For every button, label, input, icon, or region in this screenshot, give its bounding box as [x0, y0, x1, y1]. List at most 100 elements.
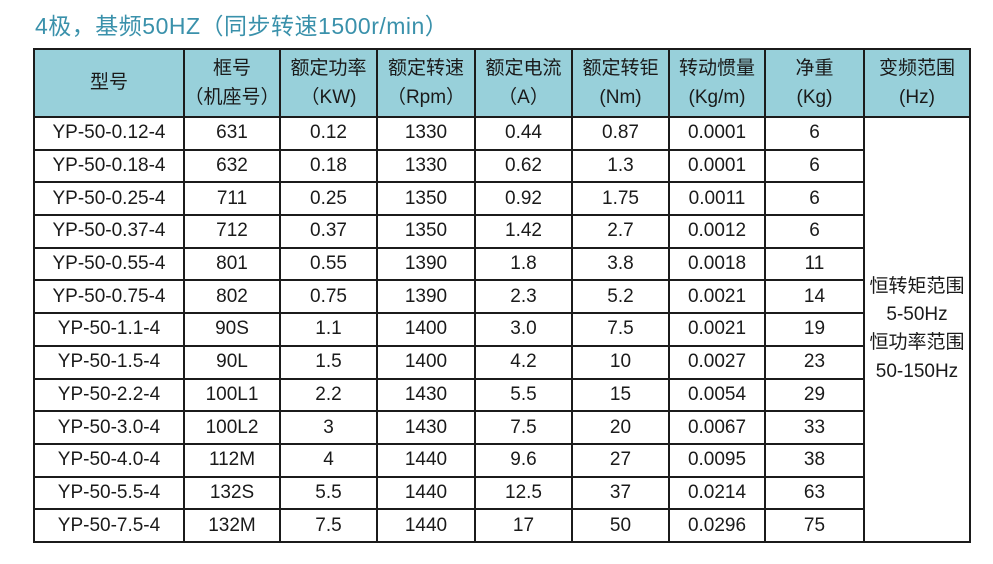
table-cell: 1400: [376, 344, 476, 380]
table-cell: YP-50-1.5-4: [33, 344, 185, 380]
table-cell: 1430: [376, 410, 476, 445]
table-cell: 1330: [376, 148, 476, 184]
table-cell: 0.18: [279, 148, 378, 184]
header-label: 变频范围: [878, 57, 955, 79]
freq-range-line: 恒转矩范围: [869, 276, 965, 298]
header-cell-freq-range: 变频范围 (Hz): [863, 48, 971, 118]
table-row: YP-50-7.5-4 132M 7.5 1440 17 50 0.0296 75: [33, 508, 970, 543]
table-cell: 1330: [376, 116, 476, 151]
table-cell: 4.2: [474, 344, 573, 380]
table-row: YP-50-0.37-4 712 0.37 1350 1.42 2.7 0.0012 6: [33, 214, 970, 249]
table-cell: 7.5: [474, 410, 573, 445]
table-cell: 29: [764, 377, 865, 413]
table-cell: 1.1: [279, 312, 378, 347]
table-cell: 15: [571, 377, 670, 413]
table-cell: 1.42: [474, 214, 573, 249]
table-cell: 100L1: [183, 377, 281, 413]
table-cell: 0.0067: [668, 410, 766, 445]
header-unit: (Kg/m): [688, 87, 746, 108]
header-cell-net-weight: 净重 (Kg): [764, 48, 865, 118]
header-unit: （KW): [300, 87, 357, 108]
table-cell: YP-50-4.0-4: [33, 442, 185, 478]
header-label: 型号: [89, 72, 128, 94]
header-unit: (Nm): [599, 87, 642, 108]
table-cell: 6: [764, 214, 865, 249]
table-cell: 0.44: [474, 116, 573, 151]
table-cell: 632: [183, 148, 281, 184]
table-row: YP-50-3.0-4 100L2 3 1430 7.5 20 0.0067 33: [33, 410, 970, 445]
table-cell: 20: [571, 410, 670, 445]
table-body: YP-50-0.12-4 631 0.12 1330 0.44 0.87 0.0001 6 恒转…: [33, 116, 971, 543]
table-cell: 801: [183, 246, 281, 282]
table-cell: 6: [764, 148, 865, 184]
table-cell: YP-50-3.0-4: [33, 410, 185, 445]
table-cell: YP-50-2.2-4: [33, 377, 185, 413]
header-label: 净重: [795, 57, 834, 79]
table-cell: YP-50-0.25-4: [33, 181, 185, 217]
table-cell: 33: [764, 410, 865, 445]
table-cell: 12.5: [474, 475, 573, 511]
table-cell: 50: [571, 508, 670, 543]
table-cell: 0.0001: [668, 116, 766, 151]
table-cell: 711: [183, 181, 281, 217]
table-cell: 1350: [376, 214, 476, 249]
table-cell: 27: [571, 442, 670, 478]
table-cell: 6: [764, 116, 865, 151]
header-cell-rated-power: 额定功率 （KW): [279, 48, 378, 118]
table-cell: 1390: [376, 246, 476, 282]
table-cell: 0.87: [571, 116, 670, 151]
table-cell: 63: [764, 475, 865, 511]
table-cell: 5.5: [474, 377, 573, 413]
table-row: YP-50-0.25-4 711 0.25 1350 0.92 1.75 0.0011 6: [33, 181, 970, 217]
table-cell: 0.37: [279, 214, 378, 249]
freq-range-cell: 恒转矩范围 5-50Hz 恒功率范围 50-150Hz: [863, 116, 971, 543]
table-cell: 2.3: [474, 279, 573, 315]
table-cell: 90S: [183, 312, 281, 347]
header-cell-rated-torque: 额定转钜 (Nm): [571, 48, 670, 118]
table-cell: 3: [279, 410, 378, 445]
table-row: YP-50-0.18-4 632 0.18 1330 0.62 1.3 0.0001 6: [33, 148, 970, 184]
table-cell: 5.2: [571, 279, 670, 315]
header-unit: （A）: [498, 87, 549, 108]
table-row: YP-50-1.1-4 90S 1.1 1400 3.0 7.5 0.0021 19: [33, 312, 970, 347]
table-cell: 132S: [183, 475, 281, 511]
header-cell-inertia: 转动惯量 (Kg/m): [668, 48, 766, 118]
table-cell: 1430: [376, 377, 476, 413]
header-cell-rated-speed: 额定转速 （Rpm）: [376, 48, 476, 118]
table-cell: 0.0021: [668, 312, 766, 347]
freq-range-line: 恒功率范围: [869, 332, 965, 354]
table-cell: 1.5: [279, 344, 378, 380]
table-cell: 0.0095: [668, 442, 766, 478]
header-cell-rated-current: 额定电流 （A）: [474, 48, 573, 118]
table-cell: 132M: [183, 508, 281, 543]
table-cell: 0.0018: [668, 246, 766, 282]
table-cell: 0.0021: [668, 279, 766, 315]
header-unit: (Hz): [899, 87, 935, 108]
table-cell: 0.0214: [668, 475, 766, 511]
table-cell: 0.62: [474, 148, 573, 184]
table-cell: 90L: [183, 344, 281, 380]
table-cell: 0.0027: [668, 344, 766, 380]
table-cell: 0.25: [279, 181, 378, 217]
table-cell: 802: [183, 279, 281, 315]
table-cell: 1.8: [474, 246, 573, 282]
table-row: YP-50-4.0-4 112M 4 1440 9.6 27 0.0095 38: [33, 442, 970, 478]
table-row: YP-50-5.5-4 132S 5.5 1440 12.5 37 0.0214 63: [33, 475, 970, 511]
header-label: 额定转速: [387, 57, 464, 79]
page-title: 4极，基频50HZ（同步转速1500r/min）: [35, 13, 449, 39]
header-cell-frame: 框号 （机座号）: [183, 48, 281, 118]
header-label: 转动惯量: [678, 57, 755, 79]
table-cell: 1350: [376, 181, 476, 217]
table-cell: 2.2: [279, 377, 378, 413]
table-row: YP-50-0.12-4 631 0.12 1330 0.44 0.87 0.0001 6 恒转…: [33, 116, 971, 543]
table-cell: 10: [571, 344, 670, 380]
table-cell: 0.0054: [668, 377, 766, 413]
table-cell: 1390: [376, 279, 476, 315]
freq-range-line: 5-50Hz: [886, 304, 948, 326]
table-cell: YP-50-0.18-4: [33, 148, 185, 184]
table-cell: 3.0: [474, 312, 573, 347]
table-cell: 37: [571, 475, 670, 511]
table-row: YP-50-0.55-4 801 0.55 1390 1.8 3.8 0.0018 11: [33, 246, 970, 282]
table-cell: 7.5: [571, 312, 670, 347]
table-cell: YP-50-0.55-4: [33, 246, 185, 282]
